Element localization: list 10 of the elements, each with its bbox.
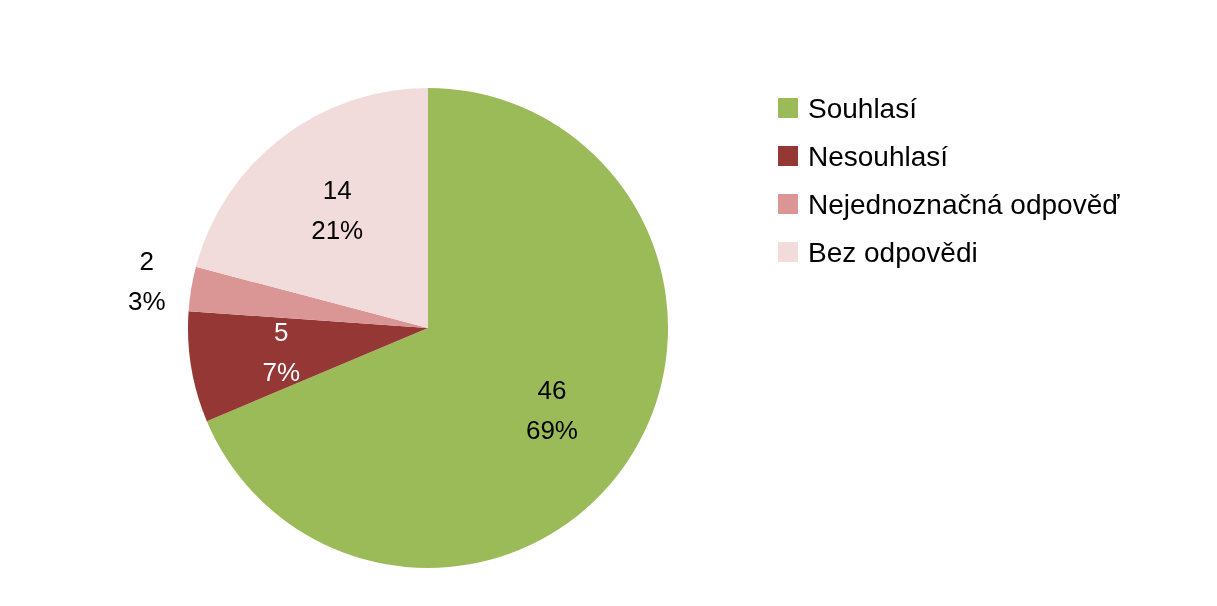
- pie-slice: [188, 311, 428, 422]
- legend-label: Souhlasí: [808, 92, 918, 124]
- data-label: 5 7%: [262, 317, 300, 388]
- data-label: 46 69%: [525, 375, 578, 446]
- legend-label: Bez odpovědi: [808, 236, 978, 268]
- legend-label: Nesouhlasí: [808, 140, 949, 172]
- data-label: 14 21%: [311, 175, 364, 246]
- data-label: 2 3%: [128, 246, 166, 317]
- legend-label: Nejednoznačná odpověď: [808, 188, 1121, 220]
- pie-slice: [206, 88, 668, 568]
